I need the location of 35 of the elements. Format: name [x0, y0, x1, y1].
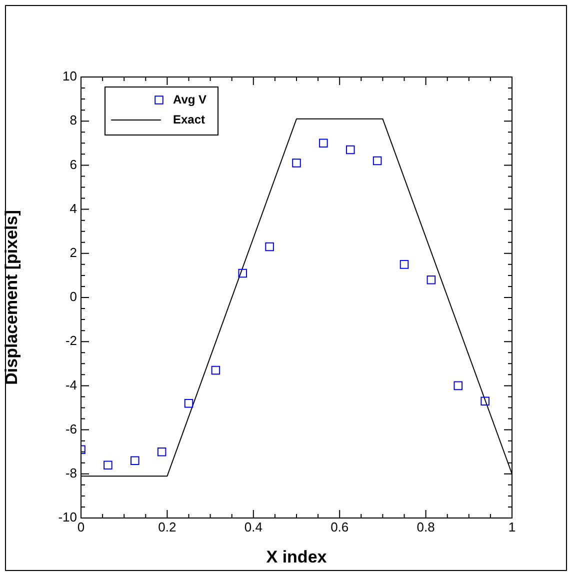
x-tick-label: 0.8 — [416, 519, 435, 534]
y-tick-label: -10 — [58, 510, 77, 525]
x-tick-label: 0.4 — [244, 519, 262, 534]
y-tick-label: 6 — [70, 156, 77, 172]
point — [372, 156, 382, 166]
point — [265, 242, 274, 252]
y-tick-label: 2 — [70, 244, 77, 260]
y-tick-label: -8 — [65, 465, 77, 480]
point — [346, 145, 355, 154]
point — [400, 260, 409, 269]
y-tick-label: 0 — [70, 289, 77, 304]
legend-label: Exact — [173, 112, 206, 126]
y-tick-label: -6 — [65, 421, 77, 436]
x-tick-label: 0.2 — [158, 519, 176, 534]
y-tick-label: 8 — [70, 112, 77, 128]
y-tick-label: 4 — [70, 200, 77, 216]
x-tick-label: 0.6 — [330, 519, 349, 534]
point — [454, 381, 463, 390]
point — [426, 275, 436, 284]
point — [480, 396, 490, 406]
point — [319, 138, 328, 148]
x-axis-title: X index — [266, 547, 328, 566]
y-tick-label: -2 — [65, 333, 77, 348]
point — [157, 447, 166, 456]
point — [211, 366, 220, 375]
x-tick-label: 1 — [508, 519, 516, 534]
point — [104, 460, 112, 470]
y-tick-label: -4 — [65, 377, 77, 392]
point — [130, 456, 140, 466]
y-tick-label: 10 — [62, 68, 77, 84]
point — [184, 398, 194, 408]
legend-label: Avg V — [173, 92, 207, 106]
point — [292, 158, 301, 168]
y-axis-title: Displacement [pixels] — [2, 210, 21, 385]
point — [238, 268, 248, 278]
